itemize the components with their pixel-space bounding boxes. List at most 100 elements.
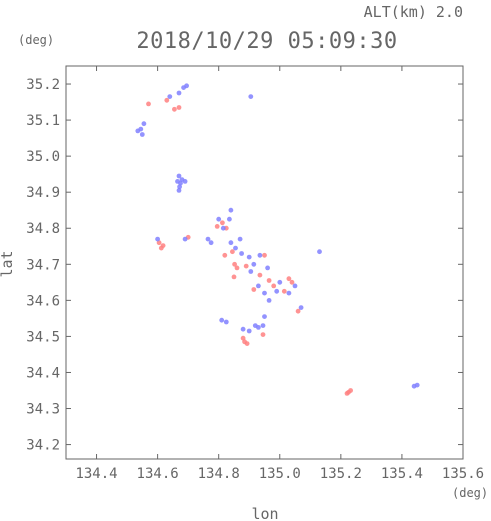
- data-point: [205, 236, 211, 242]
- y-tick-label: 34.6: [26, 293, 60, 309]
- data-point: [251, 287, 257, 292]
- data-point: [216, 216, 222, 222]
- data-point: [246, 254, 252, 260]
- data-point: [248, 269, 254, 274]
- data-point: [286, 276, 292, 282]
- data-point: [277, 279, 283, 285]
- data-point: [220, 225, 226, 231]
- data-point: [317, 249, 322, 255]
- data-point: [228, 207, 234, 213]
- data-point: [234, 265, 240, 271]
- data-point: [295, 308, 301, 314]
- data-point: [233, 245, 238, 251]
- y-tick-label: 35.2: [26, 77, 60, 93]
- axis-ticks: 134.4 134.6 134.8 135.0 135.2 135.4 135.6 34.2 3…: [26, 66, 484, 482]
- data-point: [239, 251, 245, 256]
- data-point: [176, 105, 182, 110]
- y-tick-label: 34.4: [26, 365, 60, 381]
- data-point: [146, 101, 151, 107]
- data-point: [265, 265, 270, 271]
- data-point: [219, 317, 225, 323]
- data-point: [292, 283, 298, 289]
- x-tick-label: 135.6: [442, 466, 484, 482]
- data-point: [256, 283, 261, 289]
- x-tick-label: 134.4: [75, 466, 117, 482]
- x-tick-label: 134.6: [137, 466, 179, 482]
- data-point: [141, 121, 147, 127]
- data-point: [281, 288, 287, 294]
- data-point: [274, 288, 280, 294]
- data-point: [135, 128, 141, 134]
- x-axis-unit: (deg): [452, 486, 488, 500]
- chart-header: ALT(km) 2.0 2018/10/29 05:09:30 (deg) (d…: [0, 3, 488, 521]
- timestamp-title: 2018/10/29 05:09:30: [136, 29, 397, 54]
- data-point: [232, 261, 238, 267]
- y-tick-label: 34.9: [26, 185, 60, 201]
- altitude-label: ALT(km) 2.0: [364, 3, 463, 21]
- plot-frame: [65, 65, 464, 460]
- data-point: [237, 236, 243, 242]
- data-point: [176, 90, 182, 96]
- data-point: [252, 323, 258, 328]
- data-point: [257, 272, 263, 278]
- data-point: [214, 224, 220, 229]
- data-point: [246, 328, 252, 334]
- x-tick-label: 135.0: [259, 466, 301, 482]
- x-tick-label: 134.8: [198, 466, 240, 482]
- data-point: [227, 216, 232, 222]
- y-tick-label: 34.3: [26, 402, 60, 418]
- y-axis-unit: (deg): [18, 33, 54, 47]
- data-point: [260, 323, 266, 328]
- data-point: [139, 132, 145, 137]
- y-tick-label: 35.1: [26, 113, 60, 129]
- y-tick-label: 34.5: [26, 329, 60, 345]
- data-point: [298, 305, 304, 310]
- data-point: [184, 83, 190, 89]
- data-point: [176, 188, 182, 193]
- data-point: [156, 240, 162, 246]
- data-point: [248, 94, 254, 99]
- data-point: [262, 290, 267, 296]
- data-point: [243, 263, 249, 269]
- data-point: [228, 240, 234, 246]
- data-point: [155, 236, 161, 242]
- data-point: [244, 341, 250, 346]
- data-point: [266, 298, 272, 303]
- data-point: [266, 278, 272, 283]
- data-point: [231, 274, 237, 280]
- data-point: [251, 261, 257, 267]
- data-point: [344, 391, 350, 396]
- data-point: [240, 335, 246, 341]
- y-tick-label: 34.8: [26, 221, 60, 237]
- data-point: [182, 236, 188, 242]
- x-axis-label: lon: [251, 505, 278, 521]
- data-point: [262, 252, 267, 258]
- data-point: [223, 319, 229, 325]
- data-point: [262, 314, 267, 319]
- data-point: [208, 240, 214, 246]
- data-point: [348, 388, 353, 393]
- x-tick-label: 135.4: [381, 466, 423, 482]
- y-axis-label: lat: [0, 250, 16, 277]
- data-point: [172, 106, 177, 112]
- data-point: [240, 326, 246, 332]
- data-point: [414, 382, 420, 388]
- data-point: [222, 252, 228, 258]
- data-points: [135, 83, 420, 396]
- data-point: [177, 184, 183, 190]
- data-point: [257, 252, 263, 258]
- data-point: [289, 279, 295, 285]
- data-point: [175, 179, 180, 184]
- x-tick-label: 135.2: [320, 466, 362, 482]
- y-tick-label: 34.2: [26, 438, 60, 454]
- data-point: [158, 245, 164, 251]
- data-point: [220, 220, 225, 226]
- data-point: [271, 283, 277, 289]
- data-point: [164, 97, 170, 103]
- data-point: [286, 290, 292, 296]
- data-point: [182, 179, 188, 184]
- data-point: [230, 249, 235, 255]
- data-point: [260, 332, 266, 337]
- y-tick-label: 34.7: [26, 257, 60, 273]
